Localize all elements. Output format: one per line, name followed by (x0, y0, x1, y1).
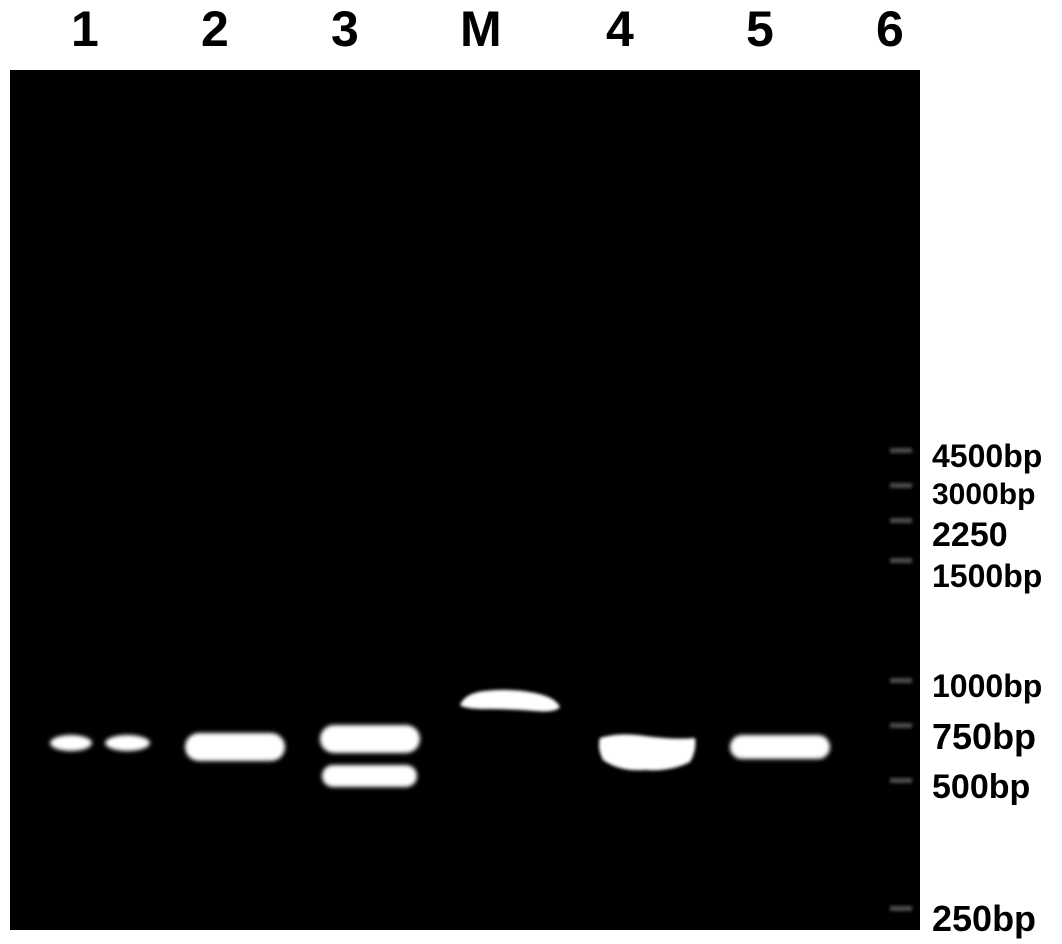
marker-label-4500: 4500bp (932, 438, 1042, 475)
lane-label-3: 3 (331, 0, 359, 58)
marker-label-1500: 1500bp (932, 558, 1042, 595)
lane-label-4: 4 (606, 0, 634, 58)
marker-label-250: 250bp (932, 898, 1036, 940)
band-lane-5 (730, 735, 830, 759)
band-lane-3-upper (320, 725, 420, 753)
ladder-band-2250 (890, 518, 912, 523)
marker-label-500: 500bp (932, 768, 1030, 807)
marker-label-750: 750bp (932, 716, 1036, 758)
band-lane-4 (595, 730, 700, 780)
lane-label-5: 5 (746, 0, 774, 58)
marker-label-3000: 3000bp (932, 478, 1035, 512)
lane-label-M: M (460, 0, 502, 58)
band-lane-M (455, 685, 565, 715)
marker-label-1000: 1000bp (932, 668, 1042, 705)
ladder-band-250 (890, 906, 912, 911)
lane-labels-row: 1 2 3 M 4 5 6 (0, 0, 920, 70)
marker-label-2250: 2250 (932, 516, 1008, 555)
gel-image (10, 70, 920, 930)
band-lane-2 (185, 733, 285, 761)
lane-label-6: 6 (876, 0, 904, 58)
ladder-band-750 (890, 723, 912, 728)
ladder-band-1500 (890, 558, 912, 563)
ladder-band-500 (890, 778, 912, 783)
band-lane-3-lower (322, 765, 417, 787)
ladder-band-1000 (890, 678, 912, 683)
lane-label-1: 1 (71, 0, 99, 58)
ladder-band-3000 (890, 483, 912, 488)
ladder-band-4500 (890, 448, 912, 453)
lane-label-2: 2 (201, 0, 229, 58)
